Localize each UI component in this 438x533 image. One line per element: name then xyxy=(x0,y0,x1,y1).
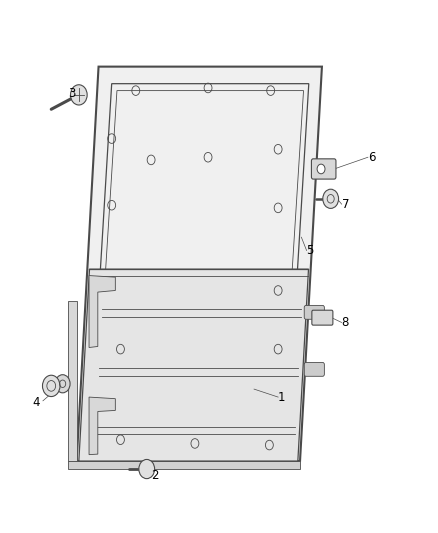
Polygon shape xyxy=(79,269,308,461)
Text: 2: 2 xyxy=(151,469,159,482)
Text: 1: 1 xyxy=(278,391,286,403)
Circle shape xyxy=(42,375,60,397)
Circle shape xyxy=(323,189,339,208)
Circle shape xyxy=(55,375,70,393)
Circle shape xyxy=(71,85,87,105)
Polygon shape xyxy=(68,461,300,469)
Text: 6: 6 xyxy=(368,151,375,164)
FancyBboxPatch shape xyxy=(311,159,336,179)
Text: 3: 3 xyxy=(68,87,75,100)
Circle shape xyxy=(139,459,155,479)
Polygon shape xyxy=(68,301,77,461)
Text: 8: 8 xyxy=(342,316,349,329)
Text: 7: 7 xyxy=(342,198,349,211)
Text: 5: 5 xyxy=(307,244,314,257)
Polygon shape xyxy=(89,397,115,455)
FancyBboxPatch shape xyxy=(312,310,333,325)
Text: 4: 4 xyxy=(33,396,40,409)
FancyBboxPatch shape xyxy=(304,362,325,376)
Polygon shape xyxy=(89,276,115,348)
Circle shape xyxy=(317,164,325,174)
Polygon shape xyxy=(77,67,322,461)
FancyBboxPatch shape xyxy=(304,305,325,319)
